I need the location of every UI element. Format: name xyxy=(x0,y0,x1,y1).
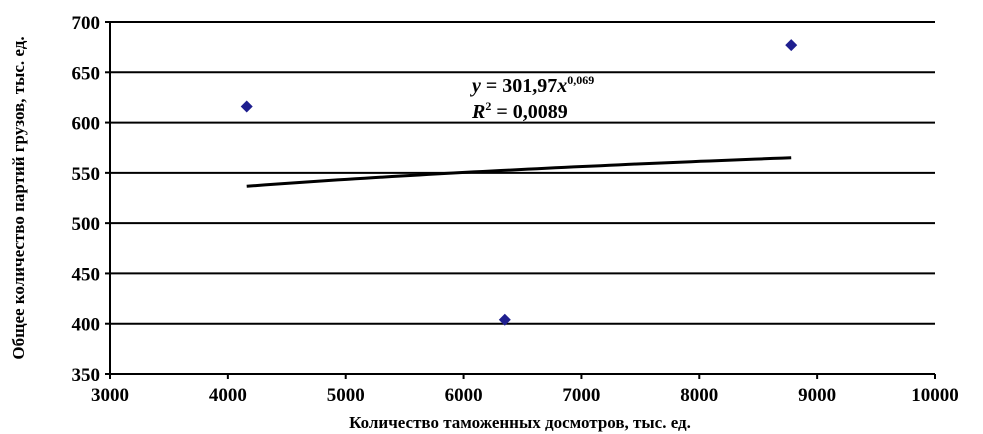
y-tick-label: 650 xyxy=(72,63,101,84)
x-tick-label: 9000 xyxy=(798,385,836,406)
x-axis-title: Количество таможенных досмотров, тыс. ед… xyxy=(349,413,691,432)
x-tick-label: 4000 xyxy=(209,385,247,406)
data-point xyxy=(785,39,798,52)
data-point xyxy=(240,100,253,113)
trend-equation: y = 301,97x0,069 xyxy=(470,73,594,97)
y-tick-label: 350 xyxy=(72,365,101,386)
y-tick-label: 600 xyxy=(72,114,101,135)
y-axis-title: Общее количество партий грузов, тыс. ед. xyxy=(9,36,28,359)
gridlines xyxy=(110,21,935,325)
y-tick-label: 500 xyxy=(72,214,101,235)
y-tick-label: 400 xyxy=(72,315,101,336)
r-squared: R2 = 0,0089 xyxy=(471,99,568,123)
y-tick-label: 450 xyxy=(72,264,101,285)
x-tick-labels: 3000 4000 5000 6000 7000 8000 9000 10000 xyxy=(91,374,959,406)
x-tick-label: 8000 xyxy=(680,385,718,406)
y-tick-label: 700 xyxy=(72,13,101,34)
x-tick-label: 3000 xyxy=(91,385,129,406)
trendline xyxy=(246,156,792,188)
data-points xyxy=(240,39,798,326)
x-tick-label: 6000 xyxy=(445,385,483,406)
x-tick-label: 7000 xyxy=(562,385,600,406)
y-tick-label: 550 xyxy=(72,164,101,185)
x-tick-label: 10000 xyxy=(911,385,959,406)
x-tick-label: 5000 xyxy=(327,385,365,406)
y-tick-labels: 350 400 450 500 550 600 650 700 xyxy=(72,13,110,386)
data-point xyxy=(498,313,511,326)
